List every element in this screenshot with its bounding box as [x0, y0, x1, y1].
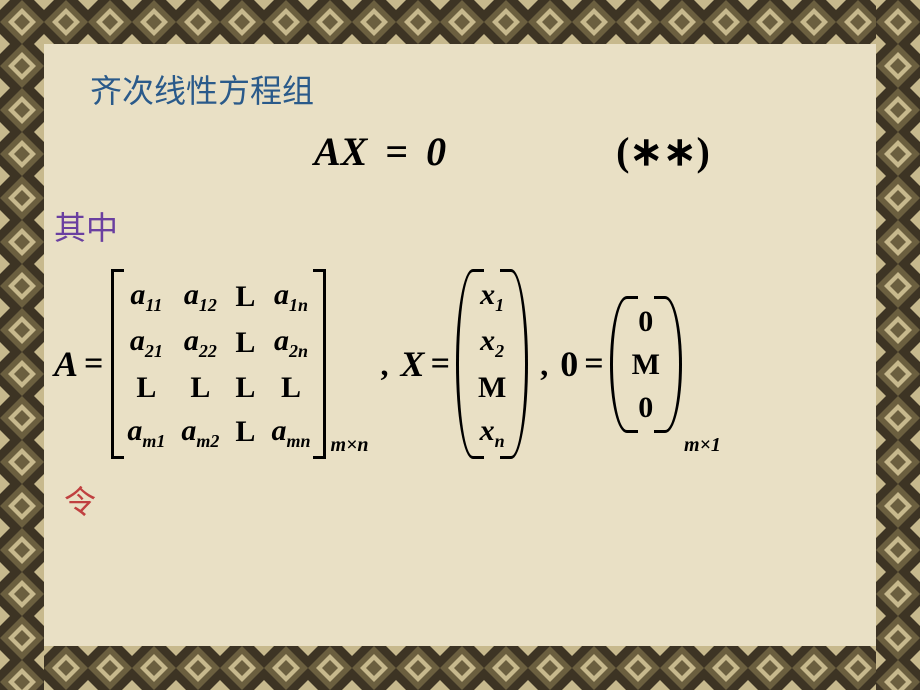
matrix-cell: L	[136, 368, 156, 407]
matrix-cell: a11	[130, 275, 162, 317]
matrix-cell: L	[235, 277, 255, 316]
matrix-zero: 0M0	[610, 296, 682, 433]
matrix-cell: 0	[638, 388, 653, 427]
matrix-cell: a22	[184, 321, 217, 363]
matrix-cell: a21	[130, 321, 163, 363]
border-right	[876, 0, 920, 690]
eq-zero: =	[584, 345, 603, 383]
eq-X: =	[431, 345, 450, 383]
var-A: A	[54, 343, 78, 385]
eq-sign: =	[385, 129, 408, 174]
matrix-cell: a2n	[274, 321, 308, 363]
matrix-cell: 0	[638, 302, 653, 341]
matrix-definitions: A = a11a12La1na21a22La2nLLLLam1am2Lamn m…	[54, 269, 866, 459]
matrix-A: a11a12La1na21a22La2nLLLLam1am2Lamn	[109, 269, 328, 459]
eq-rhs: 0	[426, 129, 446, 174]
matrix-cell: a12	[184, 275, 217, 317]
matrix-cell: L	[281, 368, 301, 407]
matrix-cell: amn	[271, 411, 310, 453]
dim-A: m×n	[330, 434, 368, 457]
dim-zero: m×1	[684, 434, 721, 457]
matrix-cell: L	[235, 323, 255, 362]
border-bottom	[0, 646, 920, 690]
paren-left-icon	[456, 269, 474, 459]
eq-lhs: AX	[314, 129, 367, 174]
eq-tag: (∗∗)	[616, 128, 710, 175]
matrix-cell: L	[235, 412, 255, 451]
paren-right-icon	[664, 296, 682, 433]
content-area: 齐次线性方程组 AX = 0 (∗∗) 其中 A = a11 a12 La1n a21…	[44, 44, 876, 646]
slide: 齐次线性方程组 AX = 0 (∗∗) 其中 A = a11 a12 La1n a21…	[0, 0, 920, 690]
matrix-X: x1x2Mxn	[456, 269, 528, 459]
matrix-cell: a1n	[274, 275, 308, 317]
matrix-cell: L	[190, 368, 210, 407]
where-label: 其中	[54, 203, 866, 249]
bracket-left-icon	[109, 269, 123, 459]
paren-right-icon	[510, 269, 528, 459]
comma-2: ,	[540, 346, 548, 383]
matrix-cell: L	[235, 368, 255, 407]
bracket-right-icon	[314, 269, 328, 459]
comma-1: ,	[381, 346, 389, 383]
ling-label: 令	[64, 477, 866, 523]
border-left	[0, 0, 44, 690]
matrix-A-cells: a11a12La1na21a22La2nLLLLam1am2Lamn	[123, 269, 314, 459]
paren-left-icon	[610, 296, 628, 433]
border-top	[0, 0, 920, 44]
var-zero: 0	[560, 343, 578, 385]
matrix-cell: am1	[127, 411, 165, 453]
var-X: X	[401, 343, 425, 385]
main-equation: AX = 0 (∗∗)	[54, 128, 866, 175]
eq-A: =	[84, 345, 103, 383]
slide-title: 齐次线性方程组	[90, 66, 866, 112]
matrix-cell: am2	[181, 411, 219, 453]
